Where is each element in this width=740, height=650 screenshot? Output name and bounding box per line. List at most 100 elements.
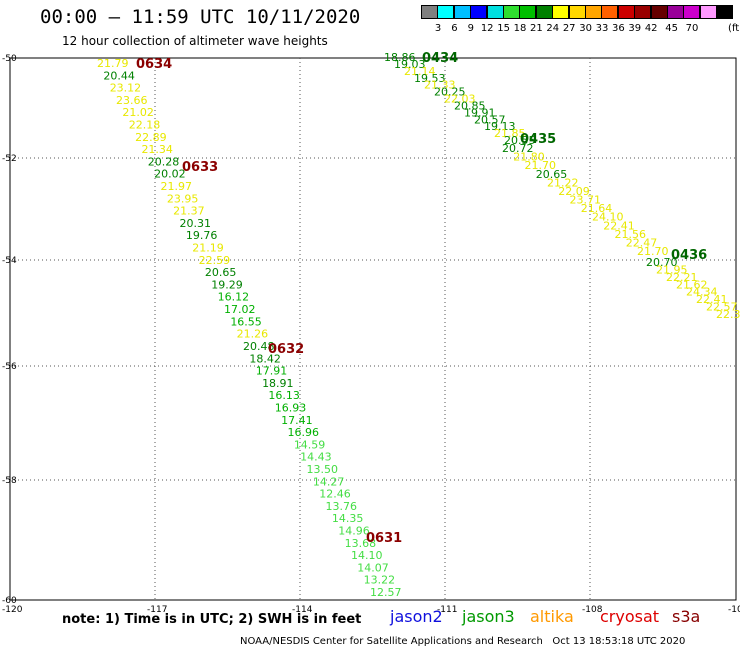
wave-height-value: 19.76 xyxy=(186,229,218,242)
wave-height-value: 21.70 xyxy=(637,245,669,258)
wave-height-value: 21.80 xyxy=(513,151,545,164)
page-subtitle: 12 hour collection of altimeter wave hei… xyxy=(62,34,328,48)
wave-height-value: 21.14 xyxy=(404,65,436,78)
wave-height-value: 13.50 xyxy=(307,463,339,476)
wave-height-value: 16.13 xyxy=(268,389,300,402)
wave-height-value: 21.62 xyxy=(676,278,708,291)
wave-height-value: 13.76 xyxy=(326,500,358,513)
wave-height-value: 14.35 xyxy=(332,512,364,525)
legend-label: 45 xyxy=(665,23,678,34)
wave-height-value: 16.12 xyxy=(218,291,250,304)
wave-height-value: 21.56 xyxy=(615,228,647,241)
pass-time-label: 0631 xyxy=(366,531,402,546)
wave-height-value: 19.13 xyxy=(484,120,516,133)
wave-height-value: 14.27 xyxy=(313,475,345,488)
wave-height-value: 21.34 xyxy=(141,143,173,156)
wave-height-value: 13.22 xyxy=(364,574,396,587)
wave-height-value: 19.03 xyxy=(394,58,426,71)
lon-label: -111 xyxy=(437,605,457,615)
wave-height-value: 16.93 xyxy=(275,401,307,414)
wave-height-value: 21.85 xyxy=(494,127,526,140)
wave-height-value: 22.41 xyxy=(696,293,728,306)
wave-height-value: 21.19 xyxy=(192,242,224,255)
wave-height-value: 22.32 xyxy=(716,308,740,321)
lat-label: -50 xyxy=(2,54,17,64)
wave-height-value: 22.09 xyxy=(558,185,590,198)
wave-height-value: 21.37 xyxy=(173,205,205,218)
legend-label: 15 xyxy=(497,23,510,34)
wave-height-value: 12.46 xyxy=(319,488,351,501)
legend-label: 12 xyxy=(480,23,494,34)
wave-height-value: 16.96 xyxy=(287,426,319,439)
legend-label: 18 xyxy=(513,23,527,34)
wave-height-value: 21.02 xyxy=(122,106,154,119)
pass-time-label: 0633 xyxy=(182,160,218,175)
wave-height-value: 21.33 xyxy=(424,79,456,92)
pass-time-label: 0436 xyxy=(671,248,707,263)
wave-height-value: 20.55 xyxy=(504,134,536,147)
wave-height-value: 18.91 xyxy=(262,377,294,390)
wave-height-value: 17.41 xyxy=(281,414,313,427)
wave-height-value: 20.57 xyxy=(474,113,506,126)
legend-label: 42 xyxy=(644,23,658,34)
wave-height-value: 24.34 xyxy=(686,286,718,299)
wave-height-value: 22.03 xyxy=(444,93,476,106)
wave-height-value: 19.91 xyxy=(464,106,496,119)
lon-label: -105 xyxy=(728,605,740,615)
satellite-name: jason3 xyxy=(462,607,515,626)
wave-height-value: 21.22 xyxy=(547,176,579,189)
legend-label: 39 xyxy=(628,23,642,34)
wave-height-value: 14.43 xyxy=(300,451,332,464)
wave-height-value: 22.57 xyxy=(706,301,738,314)
wave-height-value: 16.55 xyxy=(230,315,261,328)
lat-label: -58 xyxy=(2,476,17,486)
lat-label: -54 xyxy=(2,256,17,266)
wave-height-value: 22.41 xyxy=(603,219,635,232)
pass-time-label: 0435 xyxy=(520,132,556,147)
wave-height-value: 12.57 xyxy=(370,586,402,599)
wave-height-value: 20.85 xyxy=(454,99,486,112)
wave-height-value: 21.79 xyxy=(97,57,129,70)
lon-label: -117 xyxy=(147,605,167,615)
legend-label: 30 xyxy=(579,23,592,34)
wave-height-value: 23.12 xyxy=(110,82,142,95)
wave-height-value: 20.44 xyxy=(103,69,135,82)
footer-timestamp: Oct 13 18:53:18 UTC 2020 xyxy=(552,636,686,647)
legend-label: 27 xyxy=(562,23,576,34)
satellite-name: jason2 xyxy=(390,607,443,626)
legend-label: 33 xyxy=(595,23,609,34)
note-text: note: 1) Time is in UTC; 2) SWH is in fe… xyxy=(62,612,362,627)
legend-label: 36 xyxy=(612,23,625,34)
pass-time-label: 0434 xyxy=(422,51,458,66)
satellite-name: s3a xyxy=(672,607,701,626)
wave-height-value: 22.89 xyxy=(135,131,167,144)
legend-swatch xyxy=(716,5,734,19)
lat-label: -56 xyxy=(2,362,17,372)
wave-height-value: 20.65 xyxy=(536,168,568,181)
footer: NOAA/NESDIS Center for Satellite Applica… xyxy=(240,636,685,647)
wave-height-value: 17.91 xyxy=(256,365,288,378)
wave-height-value: 13.68 xyxy=(345,537,377,550)
legend-label: 3 xyxy=(434,23,442,34)
legend-units: (ft) xyxy=(728,23,740,34)
wave-height-value: 20.65 xyxy=(205,266,237,279)
lon-label: -108 xyxy=(582,605,603,615)
wave-height-value: 21.95 xyxy=(656,263,688,276)
map-frame xyxy=(9,57,737,601)
wave-height-value: 23.95 xyxy=(167,192,199,205)
wave-height-value: 22.18 xyxy=(129,119,161,132)
legend-label: 21 xyxy=(530,23,543,34)
wave-height-value: 21.70 xyxy=(525,159,557,172)
legend-label: 6 xyxy=(451,23,458,34)
wave-height-value: 14.10 xyxy=(351,549,383,562)
wave-height-value: 20.48 xyxy=(243,340,275,353)
lon-label: -120 xyxy=(2,605,23,615)
wave-height-value: 21.64 xyxy=(581,202,613,215)
wave-height-value: 14.96 xyxy=(338,524,370,537)
satellite-name: cryosat xyxy=(600,607,660,626)
wave-height-value: 17.02 xyxy=(224,303,256,316)
wave-height-value: 20.28 xyxy=(148,155,180,168)
wave-height-value: 19.53 xyxy=(414,72,446,85)
page-title: 00:00 – 11:59 UTC 10/11/2020 xyxy=(40,6,361,28)
